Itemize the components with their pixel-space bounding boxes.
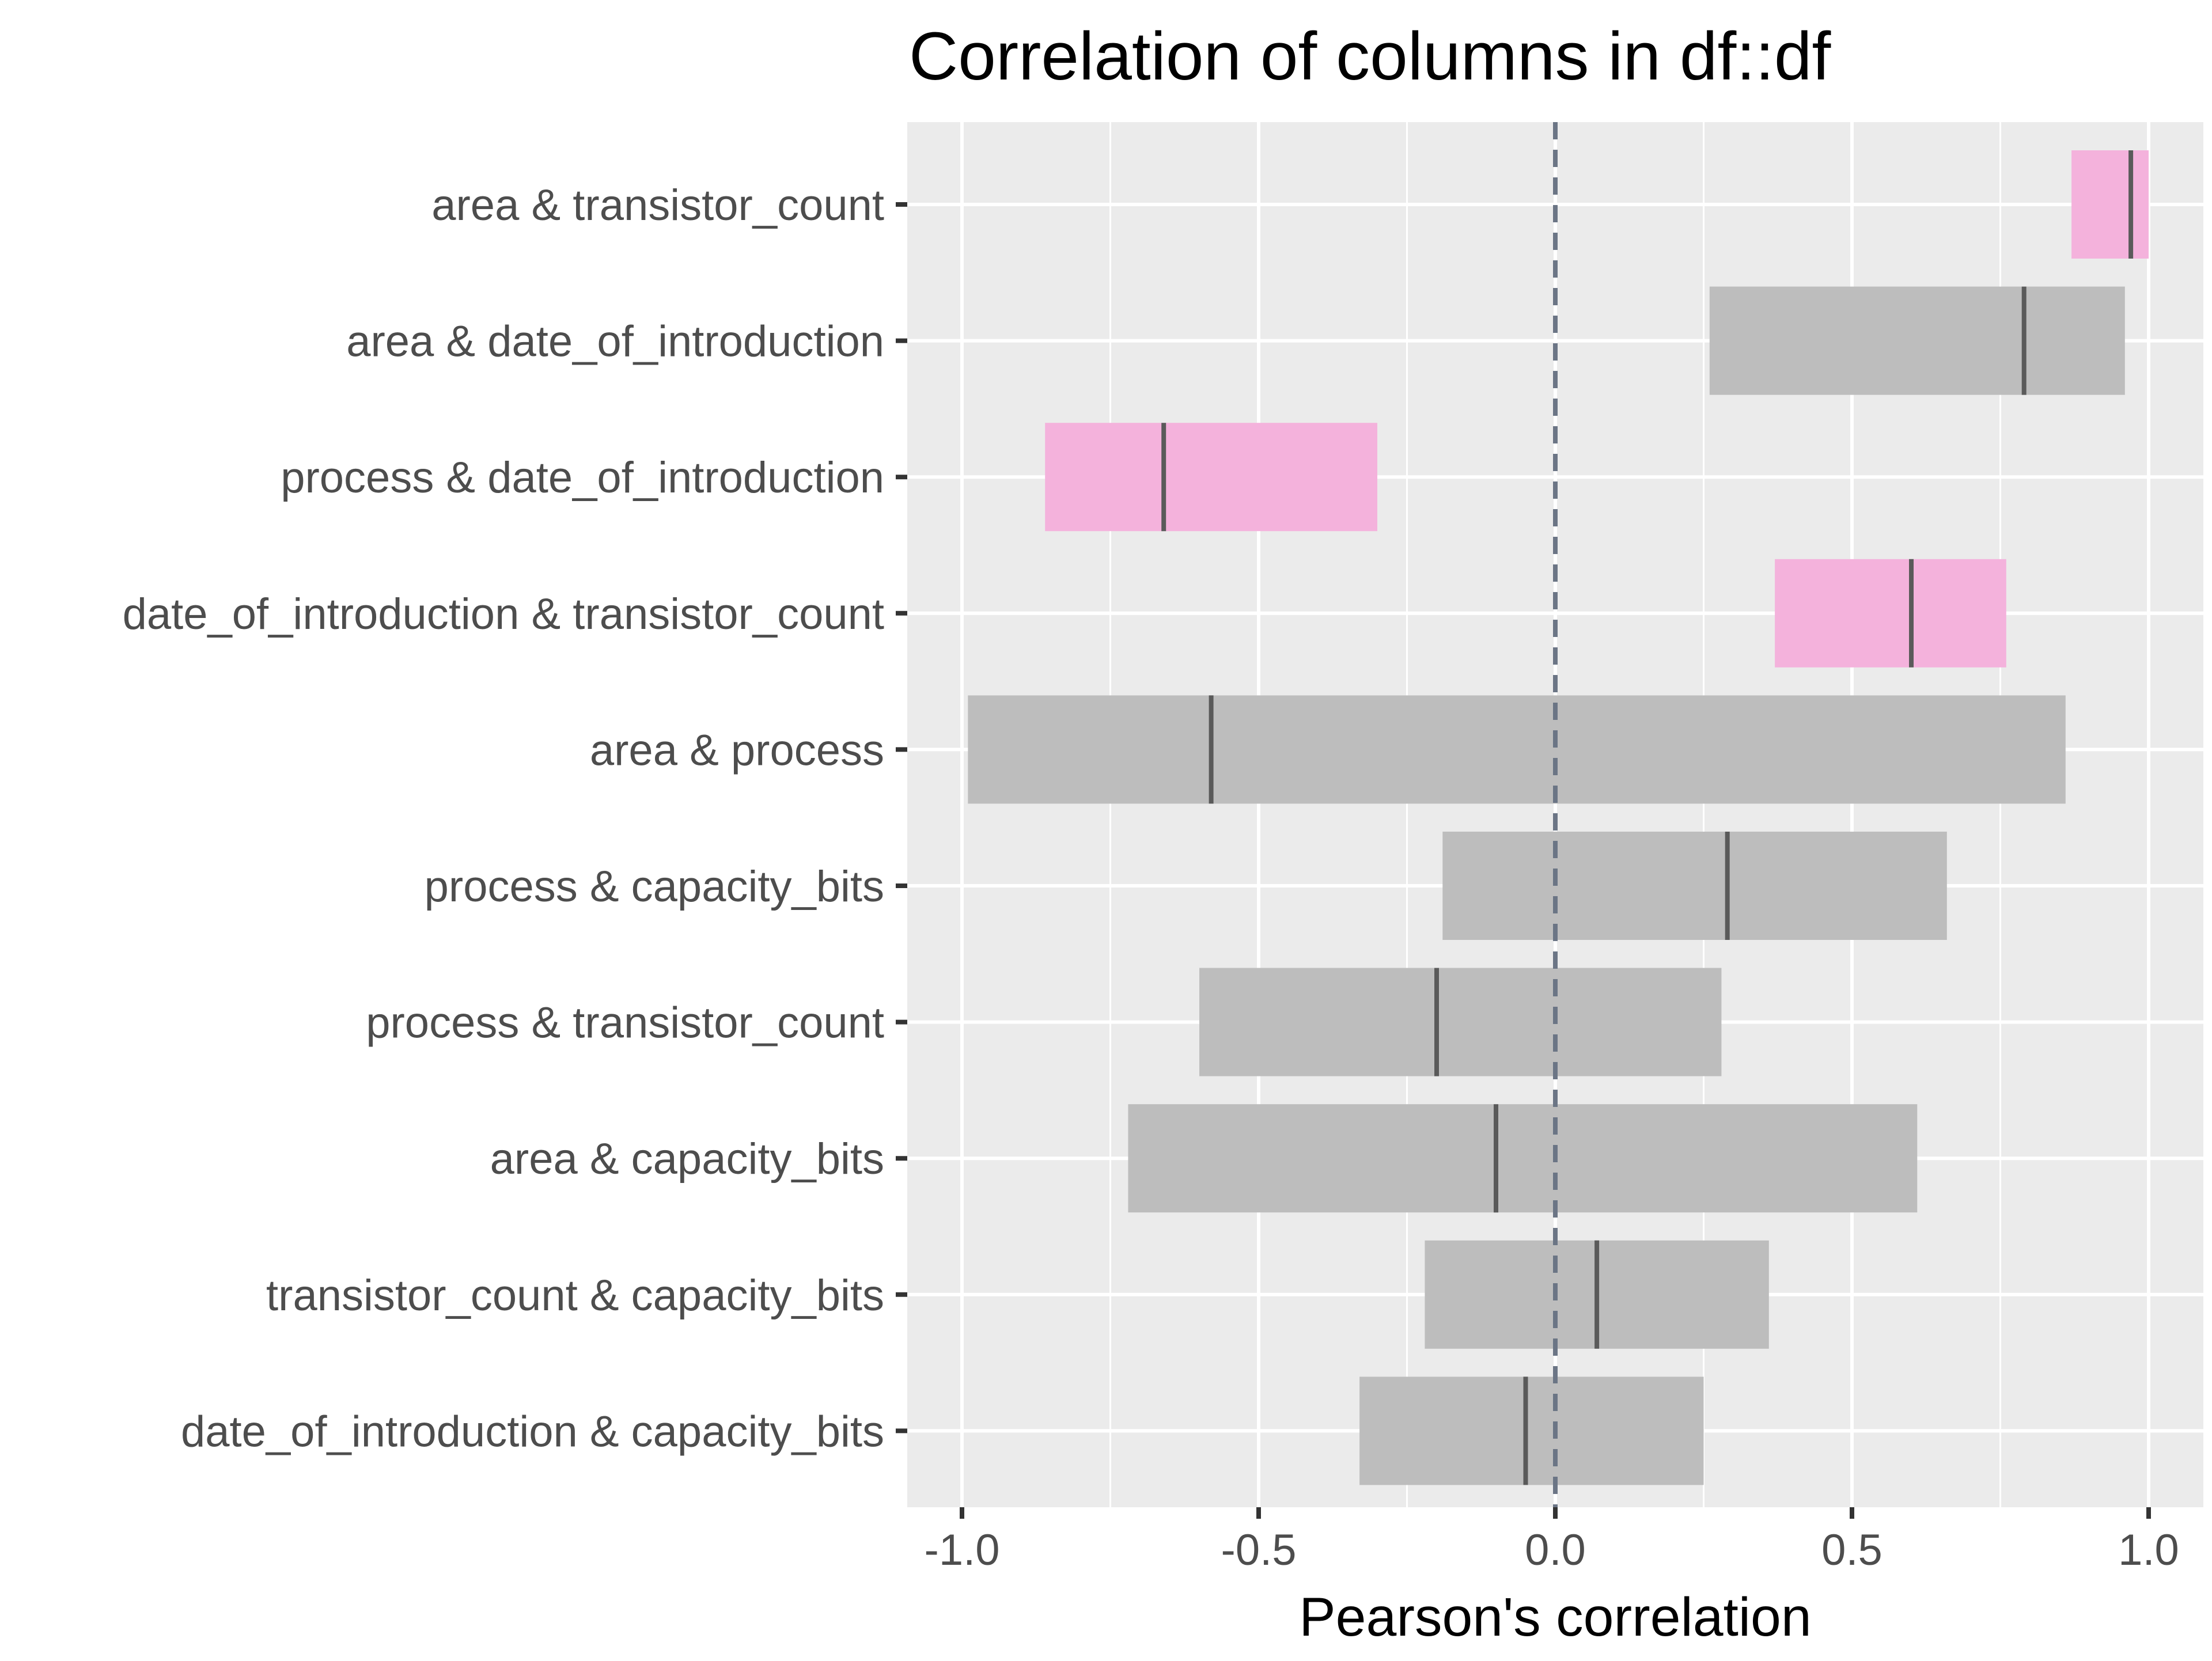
- y-tick-label: area & date_of_introduction: [346, 317, 884, 366]
- ci-bar: [1775, 559, 2006, 668]
- ci-bar: [1199, 968, 1722, 1076]
- x-axis-title: Pearson's correlation: [1299, 1587, 1811, 1648]
- ci-bar: [1045, 423, 1377, 532]
- bars-layer: [968, 122, 2149, 1507]
- ci-bar: [1442, 832, 1947, 940]
- y-tick-label: area & transistor_count: [431, 181, 884, 230]
- y-tick-label: process & transistor_count: [366, 999, 884, 1048]
- x-tick-label: 1.0: [2118, 1526, 2179, 1575]
- x-tick-label: -0.5: [1221, 1526, 1297, 1575]
- y-tick-label: process & capacity_bits: [425, 862, 884, 911]
- y-tick-label: date_of_introduction & capacity_bits: [181, 1407, 884, 1456]
- y-tick-label: area & capacity_bits: [490, 1135, 884, 1184]
- ci-bar: [2071, 150, 2149, 259]
- y-tick-label: date_of_introduction & transistor_count: [123, 590, 884, 639]
- x-tick-label: -1.0: [925, 1526, 1000, 1575]
- y-tick-label: area & process: [590, 726, 884, 775]
- ci-bar: [1359, 1376, 1704, 1485]
- x-tick-label: 0.5: [1821, 1526, 1883, 1575]
- y-tick-label: process & date_of_introduction: [281, 453, 884, 502]
- chart-title: Correlation of columns in df::df: [909, 18, 1831, 94]
- x-axis: -1.0 -0.5 0.0 0.5 1.0: [925, 1507, 2179, 1575]
- ci-bar: [1128, 1104, 1918, 1213]
- ci-bar: [968, 695, 2066, 804]
- y-tick-label: transistor_count & capacity_bits: [266, 1271, 884, 1320]
- ci-bar: [1709, 286, 2125, 395]
- x-tick-label: 0.0: [1525, 1526, 1586, 1575]
